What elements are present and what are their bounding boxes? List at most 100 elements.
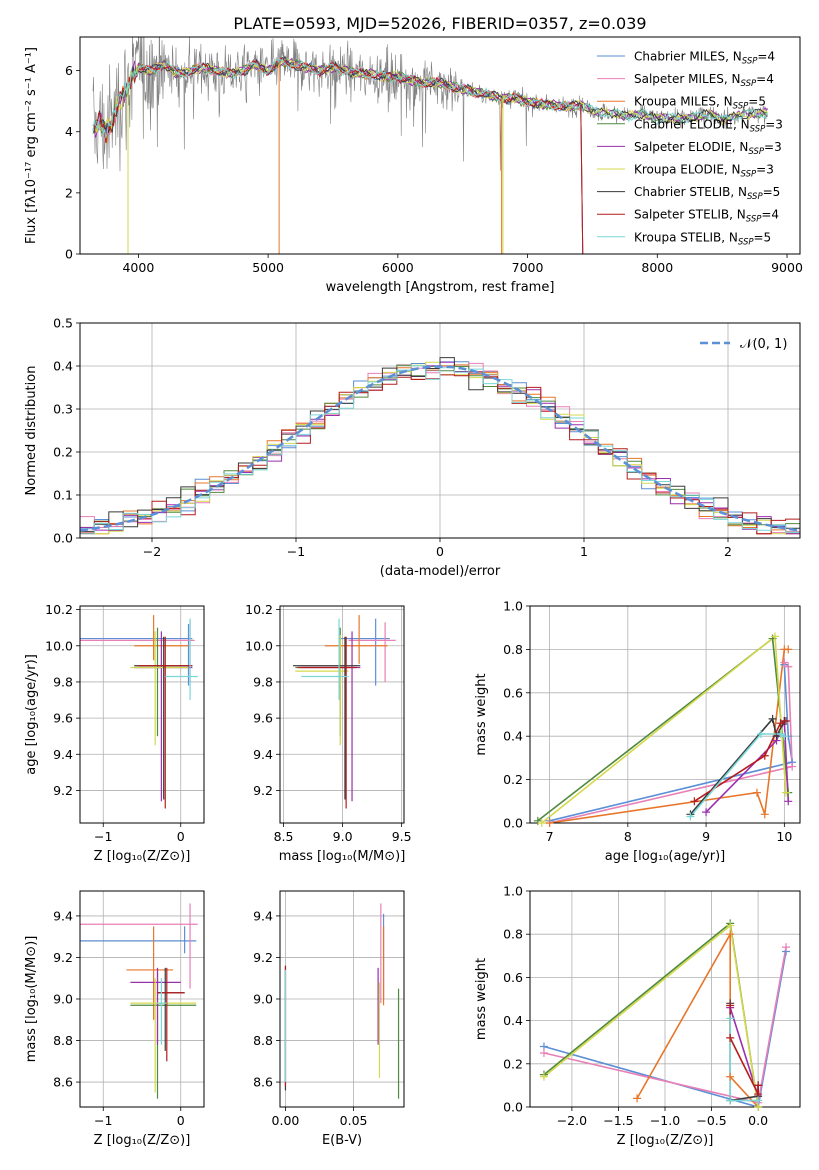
panel-age_vs_mass: 8.5 9.0 9.5 9.2 9.4 9.6 9.8 10.0 10.2 mass [log₁₀… — [245, 602, 411, 864]
axes-frame — [529, 605, 801, 824]
weight-marker-kroupa-stelib — [686, 812, 695, 821]
x-tick-label: 4000 — [122, 260, 154, 275]
x-tick-label: 7000 — [512, 260, 544, 275]
y-tick-label: 9.6 — [53, 711, 73, 726]
x-tick-label: 0 — [436, 544, 444, 559]
legend: Chabrier MILES, NSSP=4 Salpeter MILES, NS… — [597, 50, 783, 247]
weight-marker-kroupa-stelib — [756, 730, 765, 739]
y-tick-label: 9.4 — [53, 908, 73, 923]
y-tick-label: 9.6 — [253, 711, 273, 726]
weight-marker-salpeter-stelib — [690, 797, 699, 806]
x-tick-label: −1 — [287, 544, 305, 559]
weight-marker-kroupa-miles — [784, 645, 793, 654]
y-tick-label: 6 — [65, 63, 73, 78]
y-tick-label: 1.0 — [503, 884, 523, 899]
plot-area-age_vs_mass — [292, 615, 396, 809]
weight-marker-kroupa-miles — [752, 788, 761, 797]
y-tick-label: 1.0 — [503, 599, 523, 614]
weight-marker-salpeter-miles — [782, 943, 791, 952]
y-tick-label: 0.1 — [53, 488, 73, 503]
y-axis-label: age [log₁₀(age/yr)] — [24, 654, 39, 775]
x-axis-label: wavelength [Angstrom, rest frame] — [326, 280, 555, 295]
weight-marker-salpeter-miles — [784, 662, 793, 671]
x-tick-label: 10 — [776, 829, 792, 844]
x-tick-label: −0.5 — [696, 1113, 726, 1128]
x-tick-label: 5000 — [252, 260, 284, 275]
x-axis-label: E(B-V) — [322, 1133, 362, 1148]
legend-label: Salpeter ELODIE, NSSP=3 — [634, 140, 782, 157]
weight-line-chabrier-stelib — [689, 717, 786, 815]
model-end-line — [580, 104, 584, 254]
y-tick-label: 0 — [65, 247, 73, 262]
y-tick-label: 10.2 — [45, 602, 73, 617]
weight-marker-kroupa-elodie — [770, 632, 779, 641]
figure-title: PLATE=0593, MJD=52026, FIBERID=0357, z=0… — [233, 14, 646, 33]
legend-label: Salpeter MILES, NSSP=4 — [634, 72, 774, 89]
panel-mass_vs_ebv: 0.00 0.05 8.6 8.8 9.0 9.2 9.4 E(B-V) — [253, 890, 405, 1148]
x-tick-label: 7 — [546, 829, 554, 844]
weight-marker-kroupa-stelib — [726, 1096, 735, 1105]
weight-marker-kroupa-miles — [760, 810, 769, 819]
weight-marker-kroupa-elodie — [539, 1072, 548, 1081]
weight-marker-salpeter-stelib — [726, 1033, 735, 1042]
y-axis-label: Normed distribution — [24, 366, 39, 496]
y-tick-label: 0.2 — [503, 1056, 523, 1071]
axes-frame — [79, 890, 205, 1108]
y-tick-label: 0.0 — [53, 531, 73, 546]
y-axis-label: Flux [fλ10⁻¹⁷ erg cm⁻² s⁻¹ A⁻¹] — [24, 47, 39, 244]
axes-frame — [79, 322, 801, 539]
legend-label: Chabrier STELIB, NSSP=5 — [634, 185, 780, 202]
weight-line-salpeter-miles — [549, 661, 794, 823]
y-tick-label: 2 — [65, 185, 73, 200]
x-tick-label: −1 — [94, 829, 112, 844]
y-tick-label: 0.0 — [503, 816, 523, 831]
plot-area-mass_vs_Z — [80, 903, 198, 1099]
weight-marker-salpeter-stelib — [760, 751, 769, 760]
panel-mass_vs_Z: −1 0 8.6 8.8 9.0 9.2 9.4 Z [log₁₀(Z/Z⊙)] mass [l… — [24, 890, 205, 1148]
axes-frame — [279, 605, 405, 824]
weight-marker-kroupa-miles — [726, 1072, 735, 1081]
y-tick-label: 10.0 — [45, 638, 73, 653]
x-tick-label: 8000 — [641, 260, 673, 275]
weight-marker-salpeter-miles — [780, 658, 789, 667]
plot-area-mass_vs_ebv — [284, 903, 400, 1099]
y-tick-label: 0.5 — [53, 316, 73, 331]
panel-residuals: −2 −1 0 1 2 0.0 0.1 0.2 0.3 0.4 0.5 (data-model)/er… — [24, 316, 801, 579]
histogram-chabrier-stelib — [80, 357, 800, 532]
y-tick-label: 9.8 — [253, 674, 273, 689]
y-axis-label: mass [log₁₀(M/M⊙)] — [24, 936, 39, 1063]
y-tick-label: 9.8 — [53, 674, 73, 689]
x-axis-label: Z [log₁₀(Z/Z⊙)] — [94, 849, 191, 864]
weight-marker-kroupa-stelib — [726, 1014, 735, 1023]
y-tick-label: 9.4 — [253, 908, 273, 923]
observed-spectrum-line — [92, 37, 768, 172]
weight-marker-salpeter-stelib — [754, 1081, 763, 1090]
plot-area-weight_vs_age — [537, 634, 794, 823]
x-axis-label: Z [log₁₀(Z/Z⊙)] — [617, 1133, 714, 1148]
x-tick-label: 9000 — [771, 260, 803, 275]
x-tick-label: −1 — [94, 1113, 112, 1128]
weight-marker-kroupa-elodie — [726, 921, 735, 930]
y-tick-label: 0.4 — [503, 1013, 523, 1028]
y-tick-label: 9.4 — [253, 747, 273, 762]
legend: 𝒩(0, 1) — [700, 337, 787, 352]
x-tick-label: 0 — [177, 1113, 185, 1128]
x-axis-label: (data-model)/error — [380, 564, 501, 579]
panel-weight_vs_Z: −2.0 −1.5 −1.0 −0.5 0.0 0.0 0.2 0.4 0.6 0.8 1.0 Z [… — [474, 884, 801, 1148]
weight-line-kroupa-elodie — [543, 924, 759, 1107]
weight-marker-kroupa-stelib — [754, 1096, 763, 1105]
x-tick-label: 6000 — [382, 260, 414, 275]
legend-label: Salpeter STELIB, NSSP=4 — [634, 208, 779, 225]
x-tick-label: 8.5 — [274, 829, 294, 844]
x-tick-label: 8 — [624, 829, 632, 844]
axes-frame — [529, 890, 801, 1108]
x-tick-label: 0.05 — [340, 1113, 368, 1128]
y-tick-label: 0.3 — [53, 402, 73, 417]
legend-label: Kroupa MILES, NSSP=5 — [634, 95, 766, 112]
x-tick-label: 9 — [702, 829, 710, 844]
y-tick-label: 8.6 — [53, 1075, 73, 1090]
weight-line-kroupa-elodie — [541, 634, 787, 823]
y-tick-label: 4 — [65, 124, 73, 139]
y-tick-label: 10.0 — [245, 638, 273, 653]
